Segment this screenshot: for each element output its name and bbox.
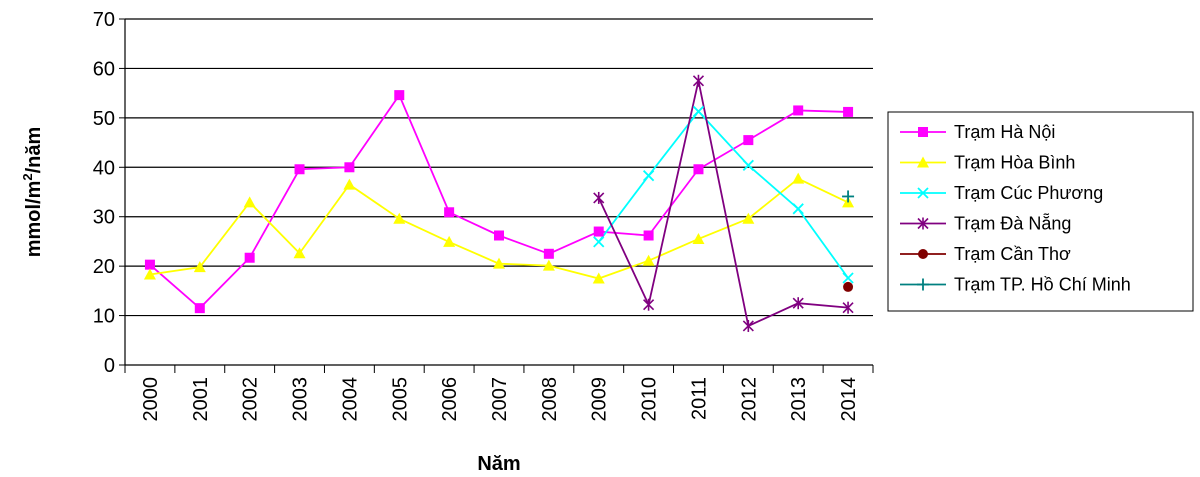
legend-label: Trạm Cúc Phương — [954, 183, 1103, 203]
data-point — [643, 230, 654, 241]
data-point — [642, 170, 655, 182]
data-point — [443, 235, 456, 247]
data-point — [692, 105, 705, 118]
x-tick-label: 2009 — [589, 377, 611, 422]
legend-marker — [917, 278, 929, 291]
series-line — [149, 93, 849, 310]
data-point — [592, 272, 605, 284]
data-point — [143, 268, 156, 280]
data-point — [543, 248, 554, 259]
y-tick-label: 30 — [93, 207, 115, 229]
legend-label: Trạm Đà Nẵng — [954, 214, 1071, 234]
x-tick-label: 2007 — [489, 377, 511, 422]
data-point — [842, 190, 855, 203]
legend-label: Trạm Hà Nội — [954, 122, 1055, 142]
x-tick-label: 2013 — [788, 377, 810, 422]
x-tick-label: 2010 — [639, 377, 661, 422]
x-tick-label: 2006 — [439, 377, 461, 422]
legend-item: Trạm Đà Nẵng — [900, 214, 1071, 234]
data-point — [393, 212, 406, 224]
data-point — [692, 74, 705, 87]
axes — [119, 18, 874, 373]
gridlines — [125, 18, 873, 317]
series-line — [597, 80, 849, 328]
data-point — [542, 259, 555, 271]
x-tick-label: 2004 — [339, 377, 361, 422]
legend-marker — [917, 217, 929, 230]
data-point — [843, 281, 854, 292]
x-tick-label: 2008 — [539, 377, 561, 422]
legend-item: Trạm Hòa Bình — [900, 153, 1075, 173]
legend: Trạm Hà Nội Trạm Hòa Bình Trạm Cúc Phương T… — [887, 111, 1194, 312]
x-tick-label: 2000 — [140, 377, 162, 422]
data-point — [444, 207, 455, 218]
legend-label: Trạm Cần Thơ — [954, 244, 1071, 264]
data-point — [642, 254, 655, 266]
data-point — [593, 236, 605, 248]
data-point — [742, 159, 754, 171]
data-point — [792, 297, 804, 310]
y-tick-label: 50 — [93, 108, 115, 130]
x-axis-title: Năm — [477, 453, 520, 475]
legend-marker — [918, 127, 928, 137]
data-point — [193, 261, 206, 273]
y-tick-label: 70 — [93, 9, 115, 31]
x-tick-label: 2005 — [389, 377, 411, 422]
y-tick-label: 0 — [104, 355, 115, 377]
x-tick-label: 2011 — [688, 377, 710, 420]
data-point — [144, 259, 155, 270]
x-tick-label: 2012 — [738, 377, 760, 422]
y-tick-label: 20 — [93, 256, 115, 278]
data-point — [494, 230, 504, 241]
legend-box — [887, 111, 1194, 312]
data-point — [692, 232, 705, 244]
data-point — [194, 303, 205, 314]
legend-item: Trạm TP. Hồ Chí Minh — [900, 275, 1131, 295]
data-point — [742, 212, 755, 224]
data-point — [792, 172, 805, 184]
data-point — [792, 203, 804, 215]
data-point — [743, 135, 754, 146]
y-tick-label: 40 — [93, 157, 115, 179]
legend-item: Trạm Hà Nội — [900, 122, 1055, 142]
legend-label: Trạm Hòa Bình — [954, 153, 1075, 173]
data-point — [693, 164, 704, 175]
data-point — [593, 191, 605, 204]
x-tick-label: 2003 — [290, 377, 312, 422]
series-markers — [143, 74, 855, 332]
data-point — [842, 272, 854, 284]
data-point — [843, 106, 854, 117]
data-point — [244, 252, 255, 263]
legend-marker — [917, 156, 929, 168]
data-point — [243, 196, 256, 208]
tick-labels: 0 10 20 30 40 50 60 70 2000 2001 2002 2003 2004 2005 2… — [93, 9, 860, 422]
data-point — [742, 319, 754, 332]
data-point — [294, 164, 305, 175]
legend-item: Trạm Cúc Phương — [900, 183, 1103, 203]
data-point — [293, 247, 306, 259]
x-tick-label: 2002 — [240, 377, 262, 422]
y-axis-title: mmol/m2/năm — [20, 127, 45, 258]
data-point — [493, 257, 505, 269]
legend-item: Trạm Cần Thơ — [900, 244, 1071, 264]
data-point — [793, 105, 804, 116]
x-tick-label: 2014 — [838, 377, 860, 422]
series-line — [598, 110, 849, 279]
data-point — [842, 301, 854, 314]
legend-label: Trạm TP. Hồ Chí Minh — [954, 275, 1131, 295]
x-tick-label: 2001 — [190, 377, 212, 422]
y-tick-label: 10 — [93, 306, 115, 328]
data-point — [394, 90, 405, 101]
legend-marker — [918, 249, 928, 259]
data-point — [643, 298, 655, 311]
data-point — [344, 162, 355, 173]
y-tick-label: 60 — [93, 58, 115, 80]
data-point — [343, 178, 356, 190]
legend-marker — [917, 187, 929, 199]
data-point — [593, 226, 604, 237]
